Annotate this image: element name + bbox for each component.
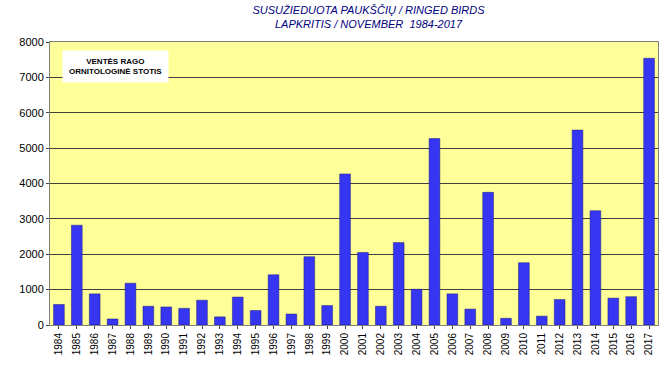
svg-text:1987: 1987 (107, 333, 118, 356)
svg-text:1984: 1984 (53, 333, 64, 356)
svg-text:2003: 2003 (393, 333, 404, 356)
svg-text:2017: 2017 (643, 333, 654, 356)
svg-text:1986: 1986 (89, 333, 100, 356)
svg-text:1994: 1994 (232, 333, 243, 356)
svg-text:4000: 4000 (19, 177, 43, 189)
svg-text:2016: 2016 (625, 333, 636, 356)
svg-text:1993: 1993 (214, 333, 225, 356)
svg-text:1997: 1997 (286, 333, 297, 356)
svg-text:1988: 1988 (125, 333, 136, 356)
svg-text:2013: 2013 (572, 333, 583, 356)
svg-text:2012: 2012 (554, 333, 565, 356)
svg-text:2005: 2005 (429, 333, 440, 356)
svg-text:1989: 1989 (143, 333, 154, 356)
svg-text:2008: 2008 (482, 333, 493, 356)
svg-text:1985: 1985 (71, 333, 82, 356)
svg-text:2004: 2004 (411, 333, 422, 356)
svg-text:3000: 3000 (19, 213, 43, 225)
svg-text:1998: 1998 (304, 333, 315, 356)
svg-text:2001: 2001 (357, 333, 368, 356)
svg-text:1990: 1990 (160, 333, 171, 356)
svg-text:1992: 1992 (196, 333, 207, 356)
svg-text:SUSUŽIEDUOTA PAUKŠČIŲ / RINGED: SUSUŽIEDUOTA PAUKŠČIŲ / RINGED BIRDSLAPK… (252, 4, 485, 30)
svg-text:7000: 7000 (19, 71, 43, 83)
svg-text:1991: 1991 (178, 333, 189, 356)
svg-text:2007: 2007 (464, 333, 475, 356)
svg-text:2000: 2000 (339, 333, 350, 356)
svg-text:6000: 6000 (19, 107, 43, 119)
svg-text:2000: 2000 (19, 248, 43, 260)
svg-text:2015: 2015 (608, 333, 619, 356)
svg-text:1996: 1996 (268, 333, 279, 356)
svg-text:8000: 8000 (19, 36, 43, 48)
svg-text:2010: 2010 (518, 333, 529, 356)
svg-text:2002: 2002 (375, 333, 386, 356)
svg-text:5000: 5000 (19, 142, 43, 154)
svg-text:1995: 1995 (250, 333, 261, 356)
svg-text:2006: 2006 (447, 333, 458, 356)
svg-text:2014: 2014 (590, 333, 601, 356)
svg-text:2011: 2011 (536, 333, 547, 355)
svg-text:2009: 2009 (500, 333, 511, 356)
svg-text:1999: 1999 (321, 333, 332, 356)
svg-text:VENTĖS RAGOORNITOLOGINĖ STOTIS: VENTĖS RAGOORNITOLOGINĖ STOTIS (69, 57, 162, 76)
svg-text:0: 0 (38, 319, 44, 331)
svg-text:1000: 1000 (19, 283, 43, 295)
